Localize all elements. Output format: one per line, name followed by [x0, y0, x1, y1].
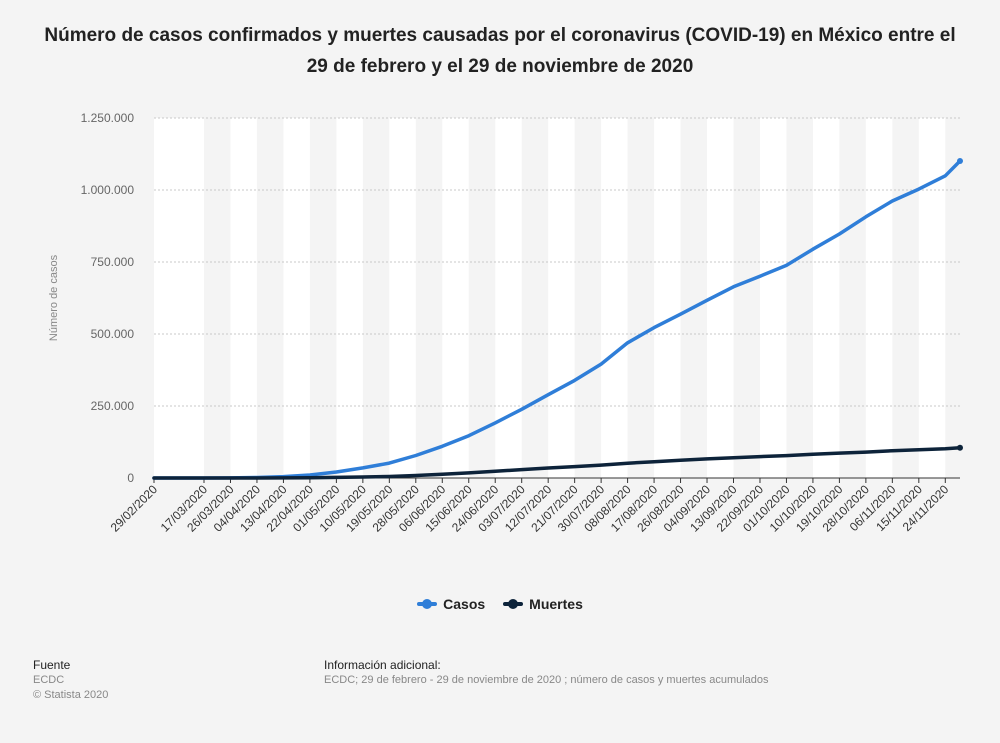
plot-band	[154, 118, 205, 478]
plot-band	[389, 118, 416, 478]
legend-label-muertes: Muertes	[529, 596, 583, 612]
x-tick-labels: 29/02/202017/03/202026/03/202004/04/2020…	[108, 478, 952, 535]
y-tick-label: 1.000.000	[81, 183, 135, 197]
plot-band	[654, 118, 681, 478]
source-heading: Fuente	[33, 658, 71, 672]
y-tick-label: 0	[127, 471, 134, 485]
y-tick-label: 250.000	[91, 399, 135, 413]
plot-band	[759, 118, 787, 478]
plot-band	[918, 118, 946, 478]
series-line-casos	[152, 159, 962, 480]
legend-swatch-casos	[417, 599, 438, 609]
y-tick-labels: 0 250.000 500.000 750.000 1.000.000 1.250.000	[81, 111, 135, 485]
plot-band	[812, 118, 840, 478]
plot-band	[601, 118, 628, 478]
source-name[interactable]: ECDC	[33, 674, 65, 686]
y-tick-label: 1.250.000	[81, 111, 135, 125]
series-endpoint-casos	[957, 158, 963, 165]
copyright-text[interactable]: © Statista 2020	[33, 689, 109, 701]
y-tick-label: 500.000	[91, 327, 135, 341]
legend-label-casos: Casos	[443, 596, 486, 612]
footer-source: Fuente ECDC © Statista 2020	[33, 658, 108, 703]
x-tick-label: 29/02/2020	[108, 482, 161, 535]
footer-info: Información adicional: ECDC; 29 de febre…	[324, 658, 769, 688]
y-axis-label: Número de casos	[48, 254, 60, 341]
plot-band	[495, 118, 522, 478]
series-lines	[152, 158, 963, 480]
series-endpoint-muertes	[957, 444, 963, 451]
series-line-muertes	[152, 446, 962, 480]
legend-swatch-muertes	[503, 599, 524, 609]
plot-band	[442, 118, 469, 478]
legend-item-casos[interactable]: Casos	[417, 596, 485, 612]
y-tick-label: 750.000	[91, 255, 135, 269]
info-heading: Información adicional:	[324, 658, 441, 672]
plot-background-bands	[154, 118, 946, 478]
plot-band	[283, 118, 310, 478]
legend: Casos Muertes	[0, 596, 1000, 612]
plot-band	[230, 118, 257, 478]
legend-item-muertes[interactable]: Muertes	[503, 596, 583, 612]
chart-title: Número de casos confirmados y muertes ca…	[44, 25, 956, 77]
plot-band	[548, 118, 575, 478]
plot-band	[865, 118, 893, 478]
info-text: ECDC; 29 de febrero - 29 de noviembre de…	[324, 674, 769, 686]
plot-band	[336, 118, 363, 478]
